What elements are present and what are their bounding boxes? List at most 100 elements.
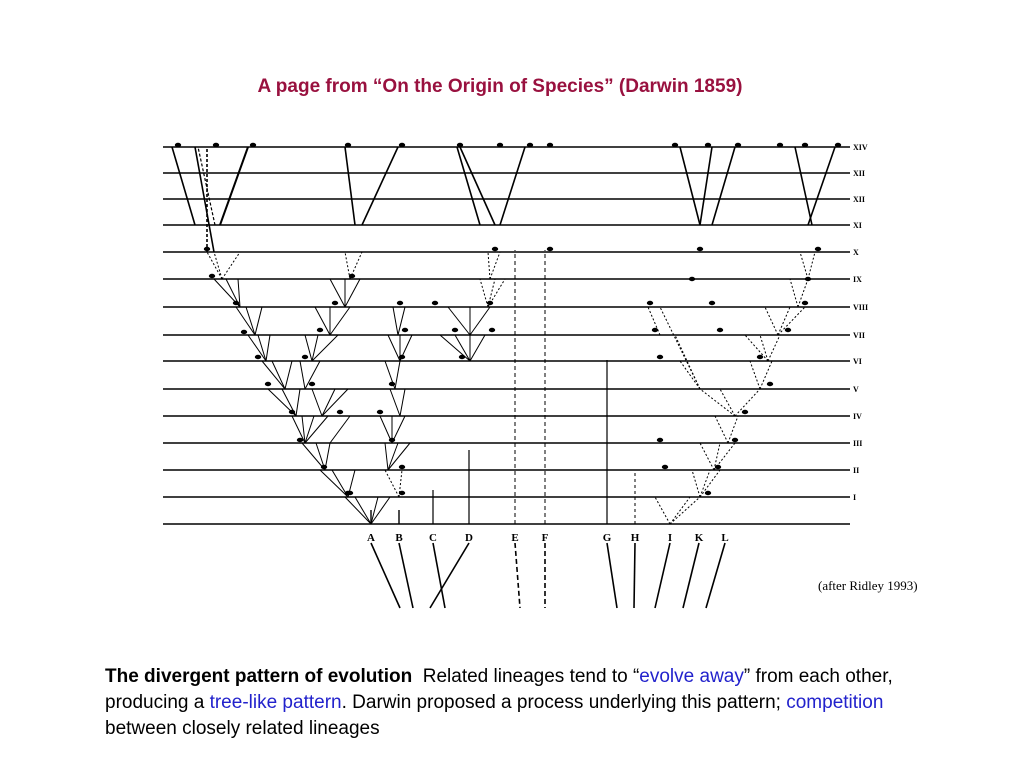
credit-note: (after Ridley 1993) [818, 578, 918, 593]
slide-title: A page from “On the Origin of Species” (… [257, 76, 743, 97]
branch-line [387, 442, 411, 471]
branch-line [206, 251, 223, 280]
taxon-mark [488, 327, 496, 333]
taxon-mark [704, 490, 712, 496]
branch-line [682, 542, 700, 609]
branch-line [301, 442, 326, 471]
branch-line [767, 334, 781, 362]
branch-line [807, 146, 836, 226]
branch-line [370, 542, 401, 609]
branch-line [705, 542, 726, 609]
branch-line [777, 306, 806, 336]
taxon-mark [526, 142, 534, 148]
branch-line [392, 306, 399, 336]
taxon-mark [264, 381, 272, 387]
species-label: L [721, 532, 728, 544]
branch-line [384, 442, 389, 471]
generation-label: XII [853, 169, 865, 178]
branch-line [699, 469, 711, 498]
branch-line [759, 360, 773, 390]
branch-line [319, 469, 349, 498]
branch-line [271, 360, 286, 390]
species-label: C [429, 532, 437, 544]
branch-line [794, 146, 813, 226]
branch-line [304, 415, 315, 444]
branch-line [398, 542, 414, 609]
branch-line [447, 306, 471, 336]
taxon-mark [301, 354, 309, 360]
branch-line [261, 360, 286, 390]
taxon-mark [834, 142, 842, 148]
taxon-mark [486, 300, 494, 306]
branch-line [265, 334, 271, 362]
branch-line [711, 146, 736, 226]
branch-line [197, 146, 216, 226]
branch-line [454, 334, 471, 362]
generation-label: III [853, 439, 862, 448]
branch-line [304, 415, 329, 444]
taxon-mark [348, 273, 356, 279]
generation-label: XIV [853, 143, 868, 152]
branch-line [397, 306, 406, 336]
taxon-mark [208, 273, 216, 279]
taxon-mark [688, 276, 696, 282]
taxon-mark [316, 327, 324, 333]
taxon-mark [456, 142, 464, 148]
taxon-mark [801, 300, 809, 306]
taxon-mark [776, 142, 784, 148]
taxon-mark [344, 142, 352, 148]
taxon-mark [496, 142, 504, 148]
branch-line [314, 306, 331, 336]
generation-label: VI [853, 357, 862, 366]
branch-line [764, 306, 779, 336]
taxon-mark [336, 409, 344, 415]
branch-line [321, 388, 349, 417]
species-label: F [542, 532, 549, 544]
caption-text-3: . Darwin proposed a process underlying t… [341, 692, 787, 713]
lineage-branches [171, 142, 842, 609]
taxon-mark [376, 409, 384, 415]
branch-line [669, 496, 691, 525]
branch-line [699, 469, 721, 498]
branch-line [389, 388, 401, 417]
species-label: A [367, 532, 375, 544]
branch-line [514, 542, 521, 609]
branch-line [727, 415, 739, 444]
taxon-mark [656, 354, 664, 360]
branch-line [329, 278, 346, 308]
taxon-mark [388, 381, 396, 387]
taxon-mark [288, 409, 296, 415]
taxon-mark [708, 300, 716, 306]
branch-line [749, 360, 761, 390]
branch-line [254, 306, 263, 336]
taxon-mark [741, 409, 749, 415]
taxon-mark [320, 464, 328, 470]
species-label: B [395, 532, 403, 544]
branch-line [370, 496, 391, 525]
caption-text-4: between closely related lineages [105, 718, 380, 739]
branch-line [311, 334, 339, 362]
branch-line [797, 278, 809, 308]
taxon-mark [331, 300, 339, 306]
taxon-mark [696, 246, 704, 252]
branch-line [807, 251, 816, 280]
taxon-mark [240, 329, 248, 335]
generation-label: X [853, 248, 859, 257]
branch-line [219, 146, 249, 226]
taxon-mark [232, 300, 240, 306]
taxon-mark [546, 142, 554, 148]
taxon-mark [704, 142, 712, 148]
caption-highlight-tree-like-pattern: tree-like pattern [209, 692, 342, 713]
branch-line [213, 251, 223, 280]
taxon-mark [801, 142, 809, 148]
taxon-mark [249, 142, 257, 148]
branch-line [311, 334, 319, 362]
taxon-mark [656, 437, 664, 443]
taxon-mark [714, 464, 722, 470]
branch-line [301, 415, 306, 444]
generation-label: II [853, 466, 859, 475]
branch-line [344, 251, 351, 280]
branch-line [361, 146, 399, 226]
branch-line [699, 442, 715, 471]
